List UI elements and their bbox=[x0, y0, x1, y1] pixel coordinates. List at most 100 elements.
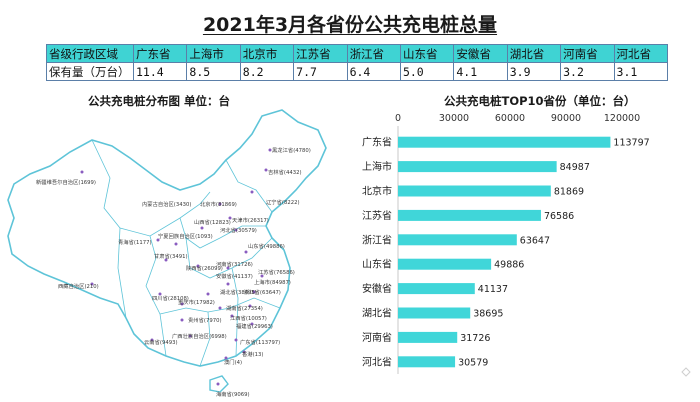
china-outline bbox=[7, 109, 327, 367]
map-label: 安徽省(41137) bbox=[216, 272, 253, 280]
map-dot bbox=[180, 302, 184, 306]
province-cell: 北京市 bbox=[239, 44, 295, 63]
x-tick-label: 90000 bbox=[551, 113, 581, 124]
x-tick-label: 0 bbox=[395, 113, 401, 124]
summary-table: 省级行政区域 广东省 上海市 北京市 江苏省 浙江省 山东省 安徽省 湖北省 河… bbox=[46, 44, 669, 81]
data-label: 113797 bbox=[613, 138, 649, 149]
value-cell: 5.0 bbox=[399, 62, 455, 81]
map-dot bbox=[216, 382, 220, 386]
category-label: 湖北省 bbox=[362, 307, 392, 320]
map-label: 内蒙古自治区(3430) bbox=[142, 200, 191, 208]
data-label: 63647 bbox=[520, 235, 550, 246]
map-dot bbox=[224, 356, 228, 360]
category-label: 浙江省 bbox=[362, 233, 392, 246]
map-dot bbox=[188, 334, 192, 338]
bar bbox=[398, 307, 471, 319]
value-cell: 4.1 bbox=[453, 62, 508, 81]
value-cell: 3.1 bbox=[613, 62, 669, 81]
map-dot bbox=[226, 282, 230, 286]
map-dot bbox=[250, 190, 254, 194]
map-dot bbox=[234, 228, 238, 232]
province-borders bbox=[91, 139, 281, 367]
map-dot bbox=[244, 250, 248, 254]
bar-marks: 广东省 113797 上海市 84987 北京市 81869 江苏省 76586 浙江省 6364… bbox=[362, 136, 650, 369]
province-cell: 河北省 bbox=[613, 44, 669, 63]
map-dot bbox=[164, 258, 168, 262]
map-label: 北京市(81869) bbox=[200, 200, 237, 208]
province-cell: 河南省 bbox=[560, 44, 615, 63]
bar bbox=[398, 356, 456, 368]
map-label: 香港(13) bbox=[242, 350, 263, 358]
map-label: 四川省(28108) bbox=[152, 294, 189, 302]
value-cell: 7.7 bbox=[293, 62, 348, 81]
x-tick-label: 60000 bbox=[495, 113, 525, 124]
data-label: 31726 bbox=[460, 333, 490, 344]
value-cell: 3.2 bbox=[560, 62, 615, 81]
map-label: 辽宁省(8222) bbox=[266, 198, 300, 206]
map-dot bbox=[180, 318, 184, 322]
map-label: 天津市(26317) bbox=[232, 216, 269, 224]
map-label: 上海市(84987) bbox=[254, 278, 291, 286]
map-dots bbox=[80, 148, 272, 386]
value-cell: 3.9 bbox=[506, 62, 562, 81]
province-cell: 湖北省 bbox=[506, 44, 562, 63]
value-cell: 6.4 bbox=[346, 62, 401, 81]
map-dot bbox=[248, 304, 252, 308]
data-label: 81869 bbox=[554, 187, 584, 198]
map-dot bbox=[158, 292, 162, 296]
map-labels: 新疆维吾尔自治区(1699) 黑龙江省(4780) 吉林省(4432) 辽宁省(… bbox=[36, 146, 311, 398]
map-label: 浙江省(63647) bbox=[244, 288, 281, 296]
map-label: 黑龙江省(4780) bbox=[272, 146, 311, 154]
map-label: 新疆维吾尔自治区(1699) bbox=[36, 178, 96, 186]
bar bbox=[398, 283, 475, 295]
map-label: 澳门(4) bbox=[224, 358, 242, 366]
data-label: 76586 bbox=[544, 211, 574, 222]
bar bbox=[398, 331, 458, 343]
map-dot bbox=[252, 290, 256, 294]
page-title: 2021年3月各省份公共充电桩总量 bbox=[202, 14, 498, 36]
map-label: 陕西省(26099) bbox=[186, 264, 223, 272]
data-label: 38695 bbox=[473, 309, 503, 320]
value-cell: 11.4 bbox=[132, 62, 188, 81]
map-label: 贵州省(7970) bbox=[188, 316, 222, 324]
data-label: 30579 bbox=[458, 357, 488, 368]
x-tick-label: 120000 bbox=[604, 113, 640, 124]
map-dot bbox=[90, 282, 94, 286]
map-dot bbox=[206, 292, 210, 296]
map-label: 广东省(113797) bbox=[240, 338, 280, 346]
bar bbox=[398, 258, 492, 270]
value-cell: 8.5 bbox=[186, 62, 241, 81]
province-cell: 上海市 bbox=[186, 44, 241, 63]
bar bbox=[398, 136, 611, 148]
category-label: 河北省 bbox=[362, 355, 392, 368]
map-label: 海南省(9069) bbox=[216, 390, 250, 398]
province-cell: 江苏省 bbox=[293, 44, 348, 63]
map-dot bbox=[80, 170, 84, 174]
map-label: 湖北省(38695) bbox=[220, 288, 257, 296]
value-cell: 8.2 bbox=[239, 62, 295, 81]
map-label: 河南省(31726) bbox=[216, 260, 253, 268]
category-label: 北京市 bbox=[362, 185, 392, 198]
top10-bar-chart: 0 30000 60000 90000 120000 广东省 113797 上海市 84987… bbox=[362, 113, 650, 374]
row-header-province: 省级行政区域 bbox=[46, 44, 134, 63]
map-dot bbox=[196, 264, 200, 268]
map-dot bbox=[230, 314, 234, 318]
bar-chart-title: 公共充电桩TOP10省份（单位：台） bbox=[444, 94, 636, 108]
map-label: 云南省(9493) bbox=[144, 338, 178, 346]
map-label: 重庆市(17982) bbox=[178, 298, 215, 306]
map-dot bbox=[218, 306, 222, 310]
category-label: 河南省 bbox=[362, 331, 392, 344]
map-dot bbox=[260, 274, 264, 278]
map-label: 江西省(10057) bbox=[230, 314, 267, 322]
map-label: 山西省(12823) bbox=[194, 218, 231, 226]
bar bbox=[398, 185, 551, 197]
map-dot bbox=[156, 238, 160, 242]
map-dot bbox=[218, 202, 222, 206]
category-label: 安徽省 bbox=[362, 282, 392, 295]
category-label: 江苏省 bbox=[362, 209, 392, 222]
map-dot bbox=[174, 242, 178, 246]
data-label: 84987 bbox=[560, 162, 590, 173]
row-header-amount: 保有量（万台） bbox=[46, 62, 134, 81]
map-dot bbox=[242, 350, 246, 354]
hainan-island bbox=[209, 375, 229, 393]
